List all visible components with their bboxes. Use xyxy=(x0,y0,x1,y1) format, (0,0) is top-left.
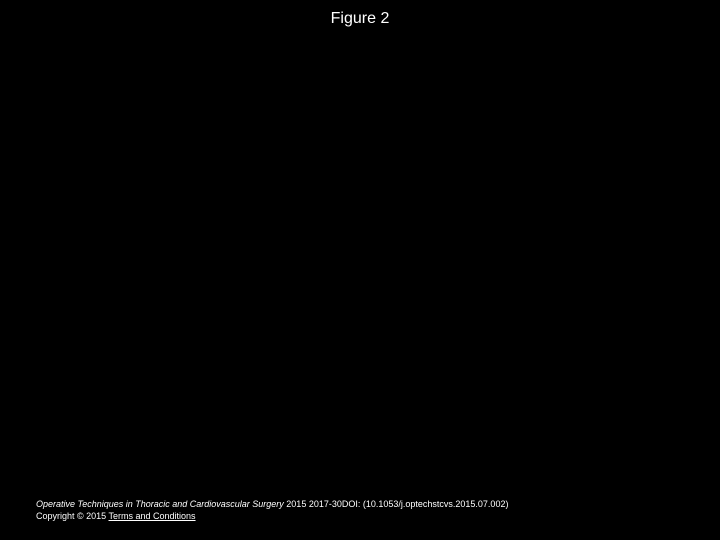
citation-journal: Operative Techniques in Thoracic and Car… xyxy=(36,499,284,509)
slide: Figure 2 Operative Techniques in Thoraci… xyxy=(0,0,720,540)
citation-line: Operative Techniques in Thoracic and Car… xyxy=(36,498,684,510)
terms-and-conditions-link[interactable]: Terms and Conditions xyxy=(109,511,196,521)
citation-tail: 2015 2017-30DOI: (10.1053/j.optechstcvs.… xyxy=(284,499,509,509)
figure-title: Figure 2 xyxy=(0,10,720,28)
footer: Operative Techniques in Thoracic and Car… xyxy=(36,498,684,522)
copyright-line: Copyright © 2015 Terms and Conditions xyxy=(36,510,684,522)
copyright-text: Copyright © 2015 xyxy=(36,511,109,521)
